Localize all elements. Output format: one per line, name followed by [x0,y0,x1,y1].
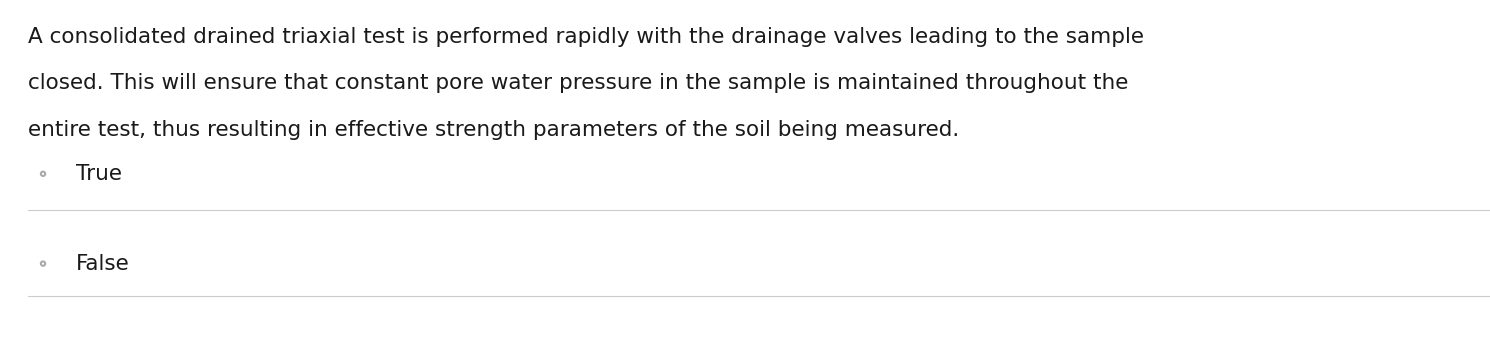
Text: True: True [76,164,122,184]
Text: entire test, thus resulting in effective strength parameters of the soil being m: entire test, thus resulting in effective… [28,120,960,140]
Text: A consolidated drained triaxial test is performed rapidly with the drainage valv: A consolidated drained triaxial test is … [28,26,1144,47]
Text: closed. This will ensure that constant pore water pressure in the sample is main: closed. This will ensure that constant p… [28,73,1128,93]
Text: False: False [76,254,130,274]
